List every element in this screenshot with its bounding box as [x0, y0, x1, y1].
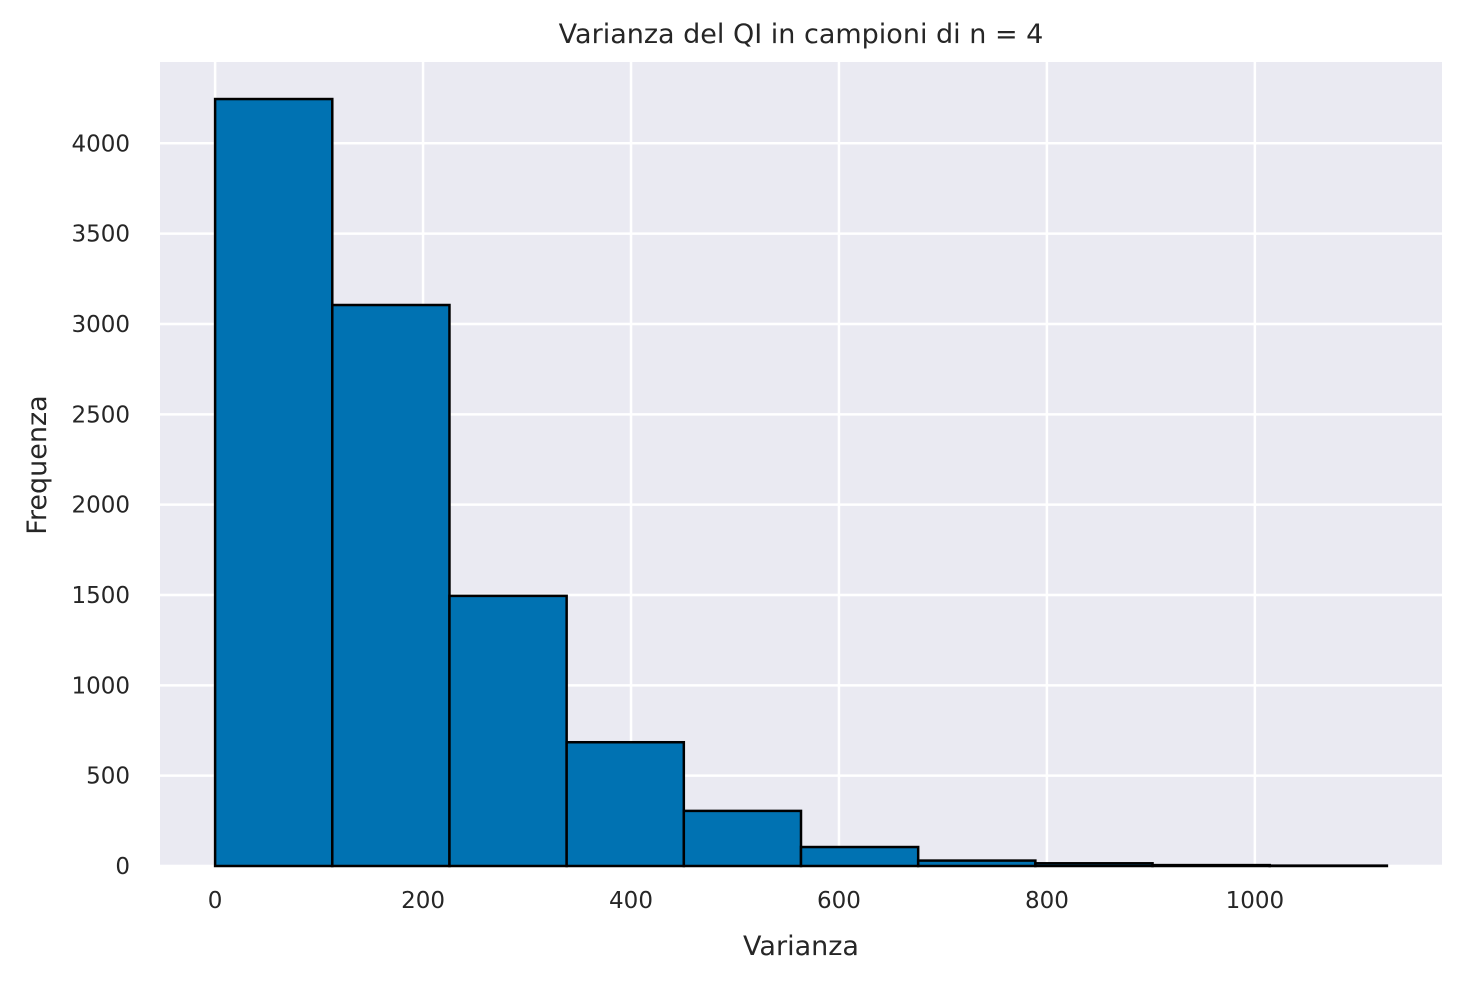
chart-title: Varianza del QI in campioni di n = 4: [559, 19, 1044, 50]
x-tick-label: 600: [817, 888, 861, 914]
y-tick-label: 500: [86, 764, 130, 790]
y-tick-label: 4000: [71, 131, 130, 157]
histogram-bar: [448, 594, 568, 868]
histogram-bar: [916, 859, 1037, 868]
x-axis-label: Varianza: [743, 931, 859, 962]
y-tick-label: 2000: [71, 493, 130, 519]
histogram-bar: [682, 809, 803, 868]
histogram-bar: [1034, 862, 1154, 868]
x-tick-label: 800: [1025, 888, 1069, 914]
y-tick-label: 3500: [71, 222, 130, 248]
x-tick-label: 400: [609, 888, 653, 914]
y-tick-label: 0: [115, 854, 130, 880]
y-tick-label: 3000: [71, 312, 130, 338]
histogram-bar: [1151, 863, 1271, 868]
y-tick-label: 2500: [71, 402, 130, 428]
histogram-bar: [799, 845, 920, 868]
x-axis-ticks: 0 200 400 600 800 1000: [208, 888, 1284, 914]
histogram-bar: [565, 740, 686, 868]
y-tick-label: 1500: [71, 583, 130, 609]
y-axis-ticks: 0 500 1000 1500 2000 2500 3000 3500 4000: [71, 131, 130, 880]
histogram-bar: [213, 97, 334, 868]
x-tick-label: 200: [401, 888, 445, 914]
x-tick-label: 0: [208, 888, 223, 914]
y-axis-label: Frequenza: [22, 395, 53, 534]
x-tick-label: 1000: [1226, 888, 1285, 914]
histogram-bars: [213, 97, 1389, 868]
y-tick-label: 1000: [71, 673, 130, 699]
histogram-bar: [331, 303, 451, 868]
